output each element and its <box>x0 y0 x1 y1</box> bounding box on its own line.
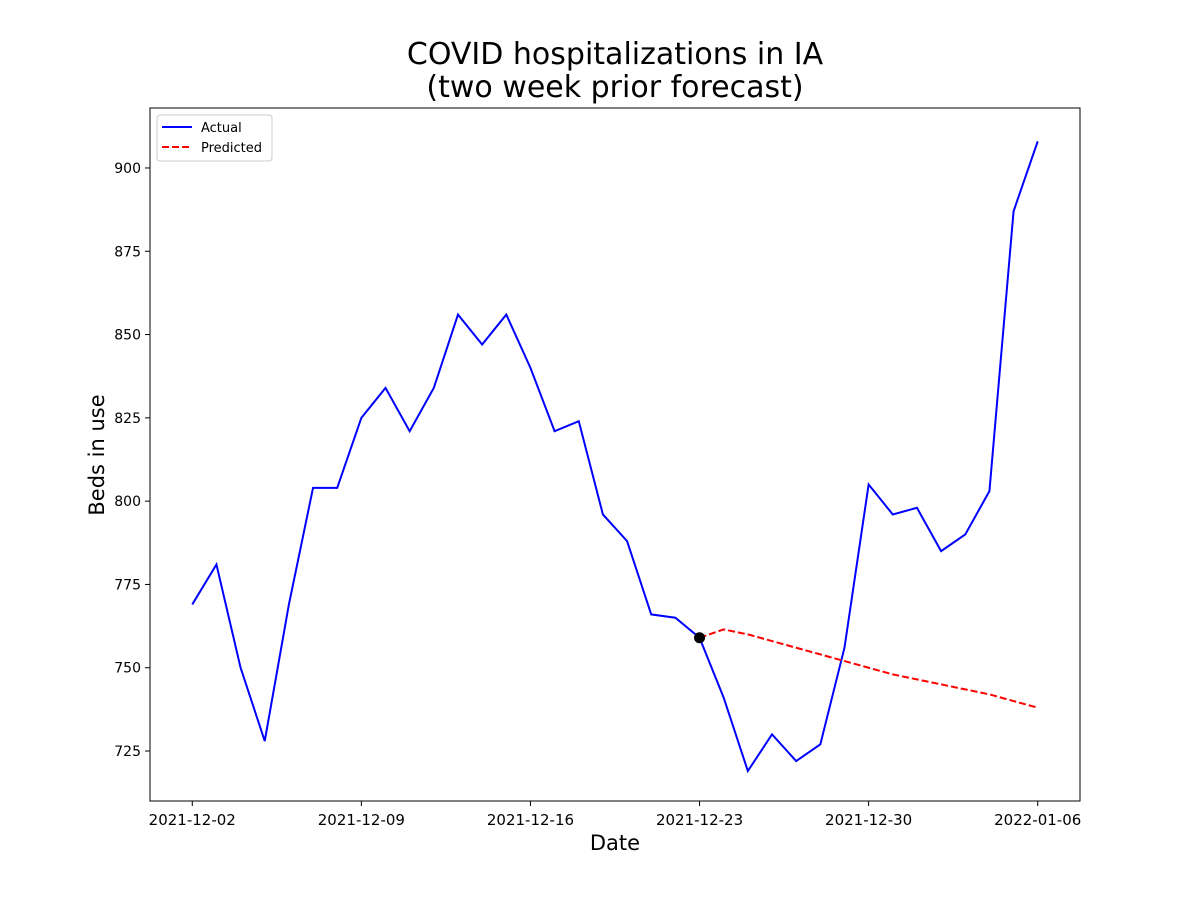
predicted-series-line <box>699 628 1038 709</box>
legend-predicted-label: Predicted <box>201 141 262 156</box>
y-tick-label: 875 <box>114 244 141 260</box>
y-axis: 725 750 775 800 825 850 875 900 <box>114 161 150 760</box>
series-layer <box>191 140 1039 774</box>
x-tick-label: 2021-12-30 <box>825 811 912 829</box>
actual-series-line <box>191 140 1039 774</box>
x-tick-label: 2021-12-23 <box>656 811 743 829</box>
chart-title-line1: COVID hospitalizations in IA <box>406 37 824 72</box>
y-axis-label: Beds in use <box>85 394 109 515</box>
x-tick-label: 2021-12-09 <box>318 811 405 829</box>
legend-actual-label: Actual <box>201 121 242 136</box>
x-tick-label: 2021-12-16 <box>487 811 574 829</box>
x-axis: 2021-12-02 2021-12-09 2021-12-16 2021-12-23… <box>149 801 1081 829</box>
y-tick-label: 725 <box>114 744 141 760</box>
y-tick-label: 750 <box>114 661 141 677</box>
y-tick-label: 850 <box>114 328 141 344</box>
x-tick-label: 2022-01-06 <box>994 811 1081 829</box>
forecast-start-marker <box>694 632 706 644</box>
legend: Actual Predicted <box>156 114 273 162</box>
chart-title: COVID hospitalizations in IA (two week p… <box>150 38 1080 104</box>
x-axis-label: Date <box>590 831 640 855</box>
x-tick-label: 2021-12-02 <box>149 811 236 829</box>
plot-frame <box>149 107 1081 802</box>
y-tick-label: 775 <box>114 577 141 593</box>
y-tick-label: 800 <box>114 494 141 510</box>
y-tick-label: 825 <box>114 411 141 427</box>
y-tick-label: 900 <box>114 161 141 177</box>
chart-title-line2: (two week prior forecast) <box>426 70 804 105</box>
